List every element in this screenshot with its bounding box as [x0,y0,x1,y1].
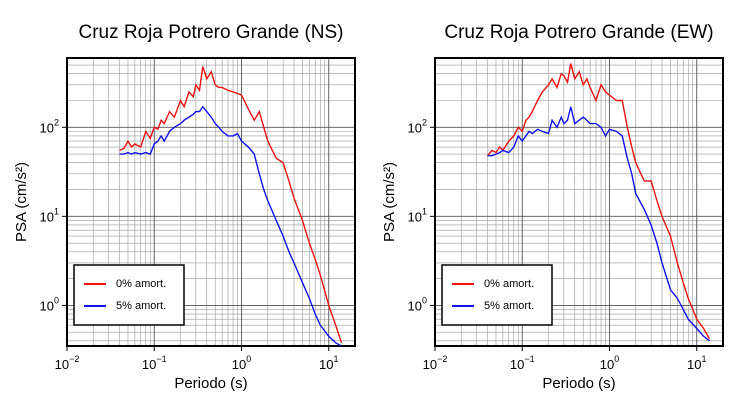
series-line [486,63,711,340]
tick-label: 101 [687,354,706,372]
y-axis-label: PSA (cm/s²) [13,162,30,242]
tick-exponent: 2 [54,118,59,128]
tick-exponent: 0 [246,354,251,364]
tick-base: 10 [408,299,422,314]
legend-box [73,264,185,326]
tick-base: 10 [423,357,437,372]
tick-exponent: 1 [54,207,59,217]
tick-exponent: 0 [614,354,619,364]
tick-base: 10 [142,357,156,372]
tick-label: 101 [40,207,59,225]
chart-title: Cruz Roja Potrero Grande (NS) [78,22,343,43]
tick-exponent: −1 [524,354,534,364]
series-line [119,105,342,346]
tick-label: 102 [408,118,427,136]
x-axis-label: Periodo (s) [174,375,247,392]
y-axis-label: PSA (cm/s²) [381,162,398,242]
legend-box [441,264,553,326]
tick-label: 100 [40,296,59,314]
tick-base: 10 [55,357,69,372]
plot-frame [434,57,724,347]
tick-base: 10 [408,210,422,225]
x-axis-label: Periodo (s) [542,375,615,392]
tick-label: 10−1 [142,354,167,372]
tick-base: 10 [40,299,54,314]
tick-label: 101 [319,354,338,372]
tick-label: 10−2 [55,354,80,372]
tick-base: 10 [408,121,422,136]
tick-label: 100 [232,354,251,372]
tick-label: 101 [408,207,427,225]
legend-label: 5% amort. [484,300,534,312]
tick-base: 10 [510,357,524,372]
tick-base: 10 [600,357,614,372]
tick-exponent: 2 [422,118,427,128]
tick-base: 10 [40,210,54,225]
tick-exponent: 1 [701,354,706,364]
tick-label: 10−2 [423,354,448,372]
legend-label: 0% amort. [116,278,166,290]
tick-exponent: 0 [54,296,59,306]
tick-exponent: −2 [437,354,447,364]
chart-title: Cruz Roja Potrero Grande (EW) [444,22,713,43]
tick-exponent: −2 [69,354,79,364]
plot-frame [66,57,356,347]
tick-exponent: 1 [333,354,338,364]
tick-base: 10 [319,357,333,372]
series-line [119,66,343,344]
tick-exponent: 1 [422,207,427,217]
series-line [487,106,710,342]
tick-base: 10 [232,357,246,372]
tick-label: 102 [40,118,59,136]
tick-exponent: 0 [422,296,427,306]
legend-label: 0% amort. [484,278,534,290]
tick-label: 10−1 [510,354,535,372]
tick-base: 10 [687,357,701,372]
legend-label: 5% amort. [116,300,166,312]
tick-label: 100 [408,296,427,314]
tick-exponent: −1 [156,354,166,364]
tick-base: 10 [40,121,54,136]
tick-label: 100 [600,354,619,372]
